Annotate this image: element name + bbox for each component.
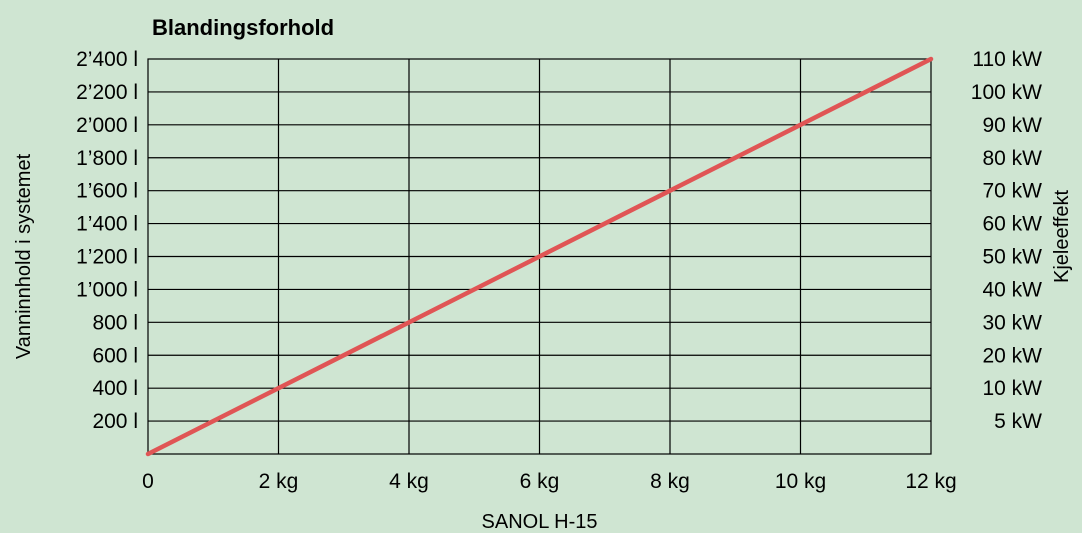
- y-left-tick-label: 1’200 l: [76, 246, 138, 269]
- y-axis-left-ticks: 200 l 400 l 600 l 800 l 1’000 l 1’200 l 1’400 …: [76, 48, 138, 433]
- x-tick-label: 2 kg: [259, 470, 299, 493]
- x-tick-label: 12 kg: [905, 470, 956, 493]
- x-tick-label: 0: [142, 470, 154, 493]
- grid: [147, 58, 932, 455]
- y-right-tick-label: 100 kW: [971, 81, 1042, 104]
- y-left-tick-label: 400 l: [92, 377, 138, 400]
- y-left-tick-label: 2’200 l: [76, 81, 138, 104]
- y-right-tick-label: 110 kW: [972, 48, 1042, 71]
- y-right-tick-label: 10 kW: [982, 377, 1042, 400]
- x-tick-label: 10 kg: [775, 470, 826, 493]
- y-axis-right-label: Kjeleeffekt: [1051, 190, 1073, 283]
- y-right-tick-label: 40 kW: [982, 278, 1042, 301]
- y-right-tick-label: 30 kW: [982, 311, 1042, 334]
- y-left-tick-label: 1’800 l: [76, 147, 138, 170]
- y-left-tick-label: 1’000 l: [76, 278, 138, 301]
- y-left-tick-label: 1’400 l: [76, 213, 138, 236]
- x-axis-label: SANOL H-15: [482, 511, 598, 533]
- series-layer: [145, 56, 934, 457]
- x-axis-ticks: 0 2 kg 4 kg 6 kg 8 kg 10 kg 12 kg: [142, 470, 957, 493]
- y-right-tick-label: 80 kW: [982, 147, 1042, 170]
- y-right-tick-label: 70 kW: [982, 180, 1042, 203]
- series-line: [145, 56, 934, 457]
- y-right-tick-label: 20 kW: [982, 344, 1042, 367]
- x-tick-label: 8 kg: [650, 470, 690, 493]
- y-right-tick-label: 90 kW: [982, 114, 1042, 137]
- y-axis-left-label: Vanninnhold i systemet: [13, 153, 35, 359]
- chart-title: Blandingsforhold: [152, 15, 334, 40]
- y-right-tick-label: 5 kW: [994, 410, 1042, 433]
- y-left-tick-label: 200 l: [92, 410, 138, 433]
- y-left-tick-label: 1’600 l: [76, 180, 138, 203]
- y-left-tick-label: 600 l: [92, 344, 138, 367]
- y-right-tick-label: 50 kW: [982, 246, 1042, 269]
- x-tick-label: 4 kg: [389, 470, 429, 493]
- y-left-tick-label: 2’400 l: [76, 48, 138, 71]
- y-right-tick-label: 60 kW: [982, 213, 1042, 236]
- y-left-tick-label: 2’000 l: [76, 114, 138, 137]
- y-left-tick-label: 800 l: [92, 311, 138, 334]
- y-axis-right-ticks: 5 kW 10 kW 20 kW 30 kW 40 kW 50 kW 60 kW 70 kW 8…: [971, 48, 1042, 433]
- x-tick-label: 6 kg: [520, 470, 560, 493]
